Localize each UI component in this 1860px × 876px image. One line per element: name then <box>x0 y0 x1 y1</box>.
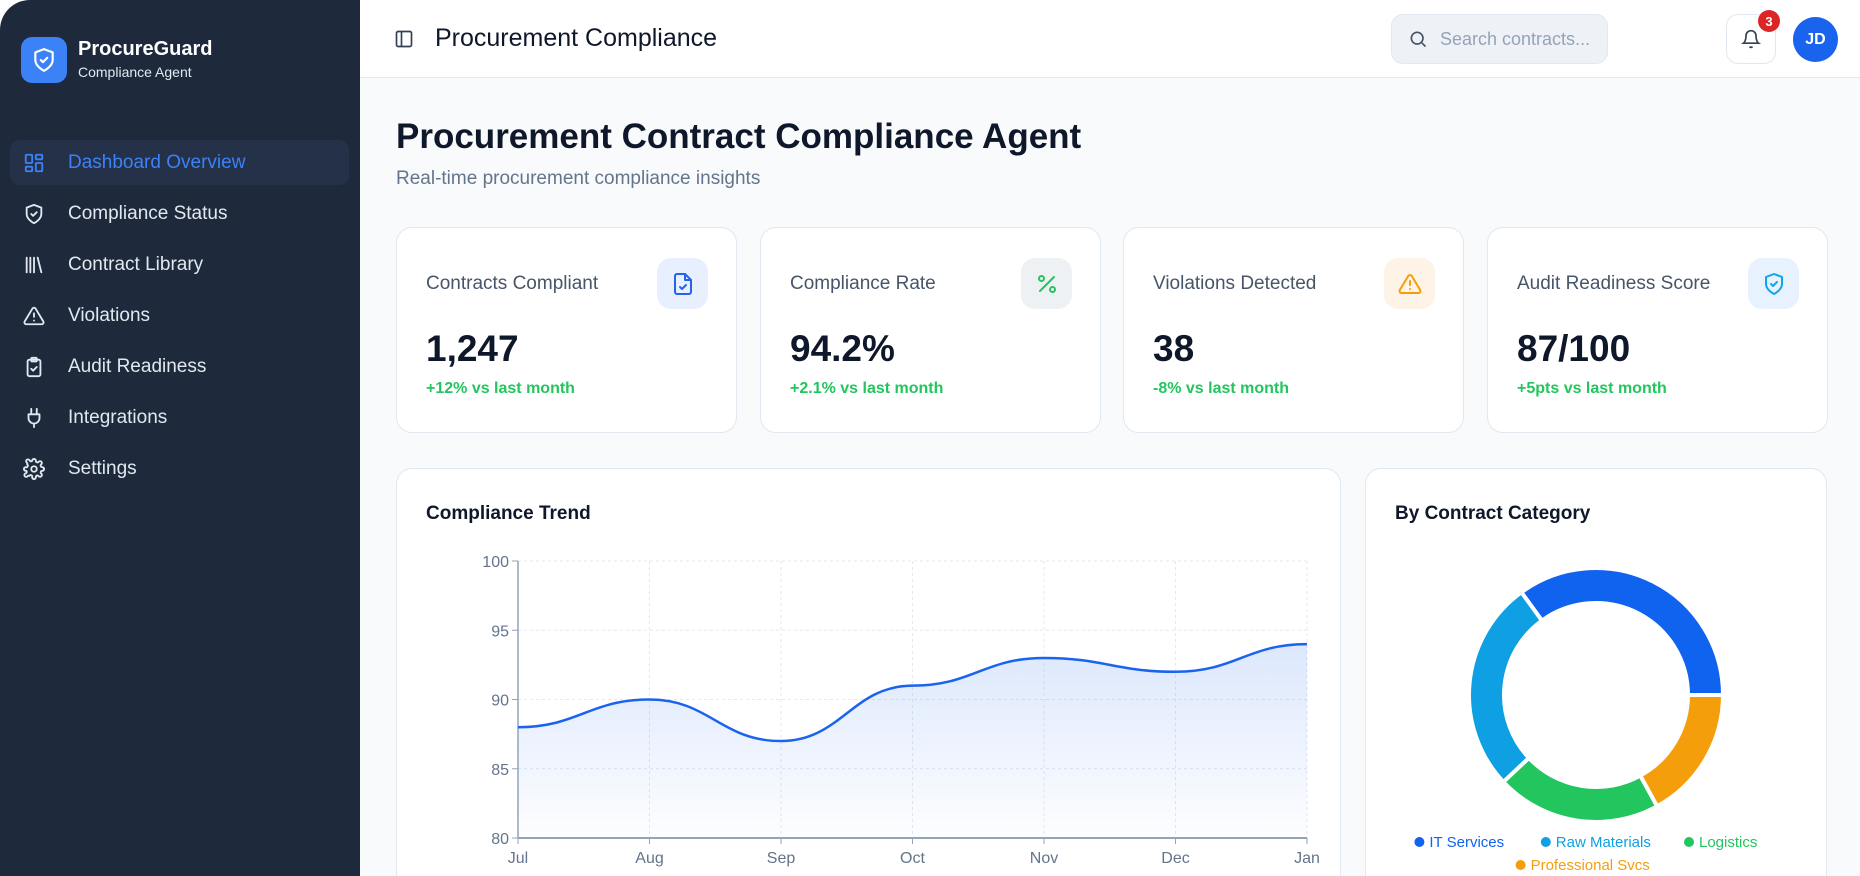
kpi-card: Audit Readiness Score 87/100 +5pts vs la… <box>1487 227 1828 433</box>
legend-dot <box>1515 860 1526 870</box>
compliance-trend-chart: 80 85 90 95 100 Jul Aug Sep Oct Nov Dec Jan <box>482 554 1320 867</box>
sidebar-item-label: Violations <box>68 304 151 326</box>
kpi-delta: +2.1% vs last month <box>790 380 944 397</box>
x-tick-label: Aug <box>635 850 663 867</box>
shield-check-icon <box>23 203 68 225</box>
sidebar-item-compliance-status[interactable]: Compliance Status <box>10 191 349 236</box>
sidebar-item-label: Audit Readiness <box>68 355 207 377</box>
clipboard-check-icon <box>23 356 68 378</box>
x-tick-label: Sep <box>767 850 796 867</box>
x-tick-label: Nov <box>1030 850 1058 867</box>
bell-icon <box>1741 29 1761 49</box>
search-icon <box>1410 31 1427 48</box>
plug-icon <box>23 407 68 429</box>
kpi-value: 38 <box>1153 328 1195 369</box>
chart-title: Compliance Trend <box>426 503 591 524</box>
warning-icon <box>23 305 68 327</box>
donut-slice-it-services <box>1518 566 1726 697</box>
y-tick-label: 100 <box>482 554 509 571</box>
sidebar-item-contract-library[interactable]: Contract Library <box>10 242 349 287</box>
legend-dot <box>1540 837 1551 847</box>
kpi-delta: -8% vs last month <box>1153 380 1290 397</box>
y-tick-label: 80 <box>491 831 509 848</box>
kpi-delta: +12% vs last month <box>426 380 575 397</box>
brand-subtitle: Compliance Agent <box>78 64 192 80</box>
page-subtitle: Real-time procurement compliance insight… <box>396 168 761 189</box>
x-tick-label: Oct <box>900 850 925 867</box>
kpi-value: 94.2% <box>790 328 895 369</box>
legend-dot <box>1684 837 1694 847</box>
user-avatar[interactable]: JD <box>1793 17 1838 62</box>
x-tick-label: Jul <box>508 850 528 867</box>
header-title: Procurement Compliance <box>435 24 718 52</box>
legend-label: IT Services <box>1429 834 1504 851</box>
legend-label: Raw Materials <box>1556 834 1651 851</box>
sidebar-item-label: Contract Library <box>68 253 204 275</box>
kpi-card: Contracts Compliant 1,247 +12% vs last m… <box>396 227 737 433</box>
sidebar-item-audit-readiness[interactable]: Audit Readiness <box>10 344 349 389</box>
legend-dot <box>1414 837 1425 847</box>
search-box[interactable] <box>1391 14 1608 64</box>
shield-check-icon <box>1748 258 1799 309</box>
donut-slice-raw-materials <box>1467 589 1545 785</box>
x-tick-label: Jan <box>1294 850 1320 867</box>
contract-category-card: By Contract Category IT Services Raw Mate… <box>1365 468 1827 876</box>
warning-icon <box>1384 258 1435 309</box>
sidebar-item-dashboard-overview[interactable]: Dashboard Overview <box>10 140 349 185</box>
sidebar-item-label: Integrations <box>68 406 168 428</box>
search-input[interactable] <box>1440 28 1600 50</box>
kpi-label: Contracts Compliant <box>426 273 599 294</box>
kpi-label: Compliance Rate <box>790 273 936 294</box>
legend-label: Logistics <box>1699 834 1757 851</box>
kpi-value: 1,247 <box>426 328 519 369</box>
kpi-card: Compliance Rate 94.2% +2.1% vs last mont… <box>760 227 1101 433</box>
sidebar-toggle-icon[interactable] <box>394 29 414 54</box>
sidebar-item-label: Settings <box>68 457 137 479</box>
sidebar-item-settings[interactable]: Settings <box>10 446 349 491</box>
kpi-value: 87/100 <box>1517 328 1631 369</box>
y-tick-label: 90 <box>491 693 509 710</box>
category-donut-chart: IT Services Raw Materials Logistics Profess… <box>1414 566 1757 874</box>
sidebar-item-integrations[interactable]: Integrations <box>10 395 349 440</box>
page-title: Procurement Contract Compliance Agent <box>396 117 1082 156</box>
kpi-delta: +5pts vs last month <box>1517 380 1667 397</box>
top-header: Procurement Compliance 3 JD <box>360 0 1860 78</box>
y-tick-label: 95 <box>491 623 509 640</box>
compliance-trend-card: Compliance Trend 80 85 90 95 100 Jul Aug Sep Oct… <box>396 468 1341 876</box>
file-check-icon <box>657 258 708 309</box>
chart-title: By Contract Category <box>1395 503 1591 524</box>
library-icon <box>23 254 68 276</box>
legend-label: Professional Svcs <box>1531 857 1650 874</box>
dashboard-icon <box>23 152 68 174</box>
donut-slice-professional-svcs <box>1637 693 1726 810</box>
sidebar-item-label: Compliance Status <box>68 202 228 224</box>
kpi-label: Violations Detected <box>1153 273 1317 294</box>
kpi-card: Violations Detected 38 -8% vs last month <box>1123 227 1464 433</box>
percent-icon <box>1021 258 1072 309</box>
trend-line <box>517 642 1308 743</box>
kpi-label: Audit Readiness Score <box>1517 273 1711 294</box>
logo-shield-icon <box>21 37 67 83</box>
donut-slice-logistics <box>1500 755 1660 824</box>
gear-icon <box>23 457 68 480</box>
sidebar-item-label: Dashboard Overview <box>68 151 246 173</box>
sidebar-nav: Dashboard Overview Compliance Status Contr… <box>10 140 349 497</box>
brand-name: ProcureGuard <box>78 38 213 60</box>
y-tick-label: 85 <box>491 762 509 779</box>
x-tick-label: Dec <box>1161 850 1189 867</box>
sidebar: ProcureGuard Compliance Agent Dashboard … <box>0 0 360 876</box>
notification-count-badge: 3 <box>1758 10 1780 32</box>
sidebar-item-violations[interactable]: Violations <box>10 293 349 338</box>
trend-area <box>518 644 1307 838</box>
